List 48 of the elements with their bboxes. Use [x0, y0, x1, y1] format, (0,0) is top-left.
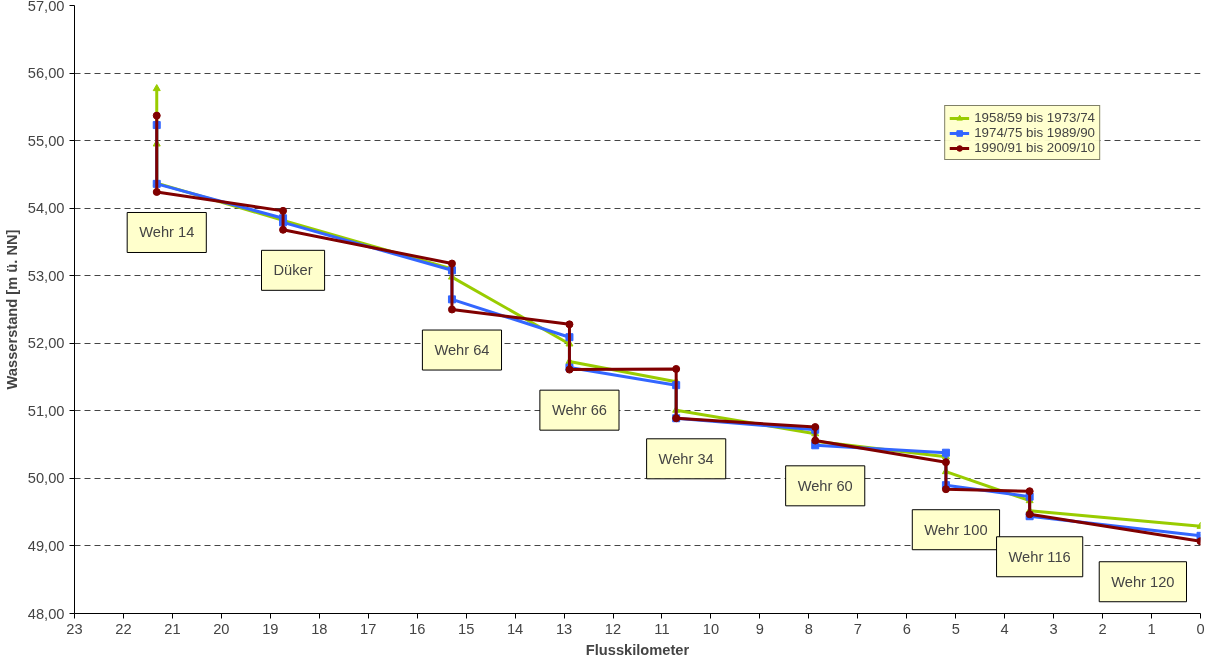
x-tick-label: 2	[1098, 620, 1107, 637]
y-tick-label: 54,00	[27, 200, 65, 217]
annotation: Wehr 120	[1111, 573, 1175, 590]
x-tick-label: 8	[804, 620, 813, 637]
x-tick-label: 17	[360, 620, 377, 637]
y-tick-label: 56,00	[27, 65, 65, 82]
annotation: Wehr 116	[1008, 548, 1071, 565]
x-tick-label: 22	[115, 620, 132, 637]
x-tick-label: 16	[409, 620, 426, 637]
x-tick-label: 12	[604, 620, 622, 637]
x-tick-label: 6	[902, 620, 911, 637]
x-tick-label: 4	[1000, 620, 1009, 637]
annotation: Wehr 64	[434, 342, 490, 359]
legend-label: 1990/91 bis 2009/10	[974, 140, 1095, 155]
x-tick-label: 19	[262, 620, 279, 637]
annotation: Wehr 14	[139, 224, 195, 241]
x-tick-label: 18	[311, 620, 328, 637]
x-tick-label: 15	[458, 620, 475, 637]
x-tick-label: 1	[1147, 620, 1156, 637]
x-tick-label: 13	[555, 620, 573, 637]
x-tick-label: 9	[755, 620, 764, 637]
x-tick-label: 21	[164, 620, 181, 637]
y-tick-label: 55,00	[27, 132, 65, 149]
x-tick-label: 14	[506, 620, 524, 637]
x-tick-label: 10	[702, 620, 720, 637]
y-axis-title: Wasserstand [m ü. NN]	[3, 229, 20, 390]
annotation: Wehr 34	[658, 450, 714, 467]
legend-label: 1974/75 bis 1989/90	[974, 125, 1095, 140]
y-tick-label: 49,00	[27, 537, 65, 554]
x-tick-label: 7	[853, 620, 862, 637]
x-tick-label: 11	[654, 620, 670, 637]
x-tick-label: 23	[66, 620, 83, 637]
x-axis-title: Flusskilometer	[585, 641, 690, 658]
annotation: Wehr 60	[797, 477, 853, 494]
y-tick-label: 50,00	[27, 470, 65, 487]
legend-label: 1958/59 bis 1973/74	[974, 110, 1095, 125]
y-tick-label: 51,00	[27, 402, 65, 419]
y-tick-label: 53,00	[27, 267, 65, 284]
x-tick-label: 20	[213, 620, 230, 637]
annotation: Düker	[273, 262, 313, 279]
x-tick-label: 0	[1196, 620, 1205, 637]
annotation: Wehr 100	[924, 521, 988, 538]
y-tick-label: 52,00	[27, 335, 65, 352]
annotation: Wehr 66	[551, 402, 608, 419]
y-tick-label: 48,00	[27, 605, 65, 622]
x-tick-label: 3	[1049, 620, 1058, 637]
y-tick-label: 57,00	[27, 0, 65, 14]
x-tick-label: 5	[951, 620, 960, 637]
